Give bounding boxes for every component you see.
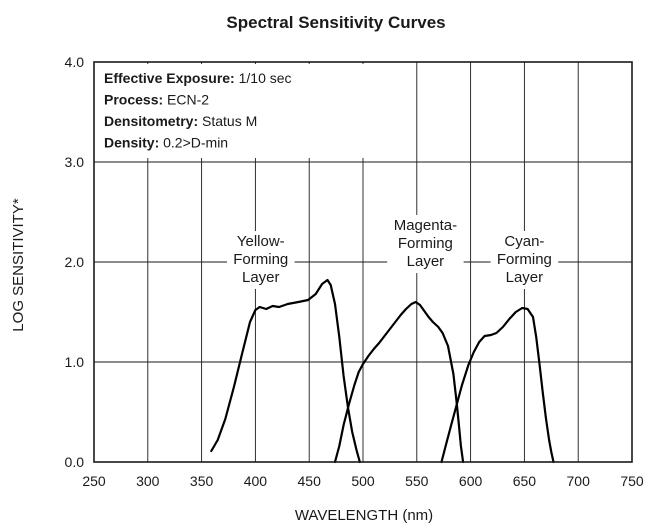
x-tick-label: 650 [513, 473, 537, 489]
y-tick-label: 0.0 [65, 454, 85, 470]
series-label-line: Layer [407, 253, 445, 270]
x-tick-label: 350 [190, 473, 214, 489]
curve-label-background [490, 231, 559, 289]
x-tick-label: 750 [620, 473, 644, 489]
info-line: Density: 0.2>D-min [104, 135, 228, 151]
series-label-line: Magenta- [394, 217, 457, 234]
y-tick-label: 2.0 [65, 254, 85, 270]
x-tick-label: 500 [351, 473, 375, 489]
x-tick-labels: 250 300 350 400 450 500 550 600 650 700 750 [82, 473, 644, 489]
series-label-line: Yellow- [237, 233, 285, 250]
y-tick-label: 1.0 [65, 354, 85, 370]
y-tick-labels: 0.0 1.0 2.0 3.0 4.0 [65, 54, 85, 470]
info-line-label: Effective Exposure: [104, 70, 235, 86]
series-label-line: Layer [506, 269, 544, 286]
series-line-2 [440, 306, 555, 464]
chart-title: Spectral Sensitivity Curves [226, 13, 445, 32]
x-tick-label: 250 [82, 473, 106, 489]
plot-frame [93, 61, 633, 463]
info-line-value: 0.2>D-min [159, 135, 228, 151]
x-tick-label: 600 [459, 473, 483, 489]
info-line-value: Status M [198, 113, 257, 129]
info-line-value: 1/10 sec [235, 70, 292, 86]
x-tick-label: 700 [567, 473, 591, 489]
x-tick-label: 400 [244, 473, 268, 489]
info-line-label: Process: [104, 92, 163, 108]
x-tick-label: 450 [298, 473, 322, 489]
series-line-1 [333, 300, 465, 464]
series-line-0 [210, 278, 361, 464]
curve-labels: Yellow-FormingLayerMagenta-FormingLayerC… [226, 215, 559, 289]
x-tick-label: 550 [405, 473, 429, 489]
info-line: Densitometry: Status M [104, 113, 257, 129]
info-line-label: Density: [104, 135, 159, 151]
info-line: Effective Exposure: 1/10 sec [104, 70, 292, 86]
info-line-value: ECN-2 [163, 92, 209, 108]
series-label-line: Cyan- [504, 233, 544, 250]
y-tick-label: 4.0 [65, 54, 85, 70]
series-label-line: Forming [497, 251, 552, 268]
series-label-line: Forming [398, 235, 453, 252]
series-label-line: Layer [242, 269, 280, 286]
curves [210, 278, 555, 464]
x-axis-label: WAVELENGTH (nm) [295, 507, 433, 524]
series-label-line: Forming [233, 251, 288, 268]
info-box-background [96, 64, 366, 158]
curve-label-background [387, 215, 464, 273]
y-tick-label: 3.0 [65, 154, 85, 170]
y-axis-label: LOG SENSITIVITY* [10, 198, 27, 332]
curve-label-background [226, 231, 295, 289]
info-line-label: Densitometry: [104, 113, 198, 129]
x-tick-label: 300 [136, 473, 160, 489]
info-line: Process: ECN-2 [104, 92, 209, 108]
info-box: Effective Exposure: 1/10 sec Process: ECN… [96, 64, 366, 158]
